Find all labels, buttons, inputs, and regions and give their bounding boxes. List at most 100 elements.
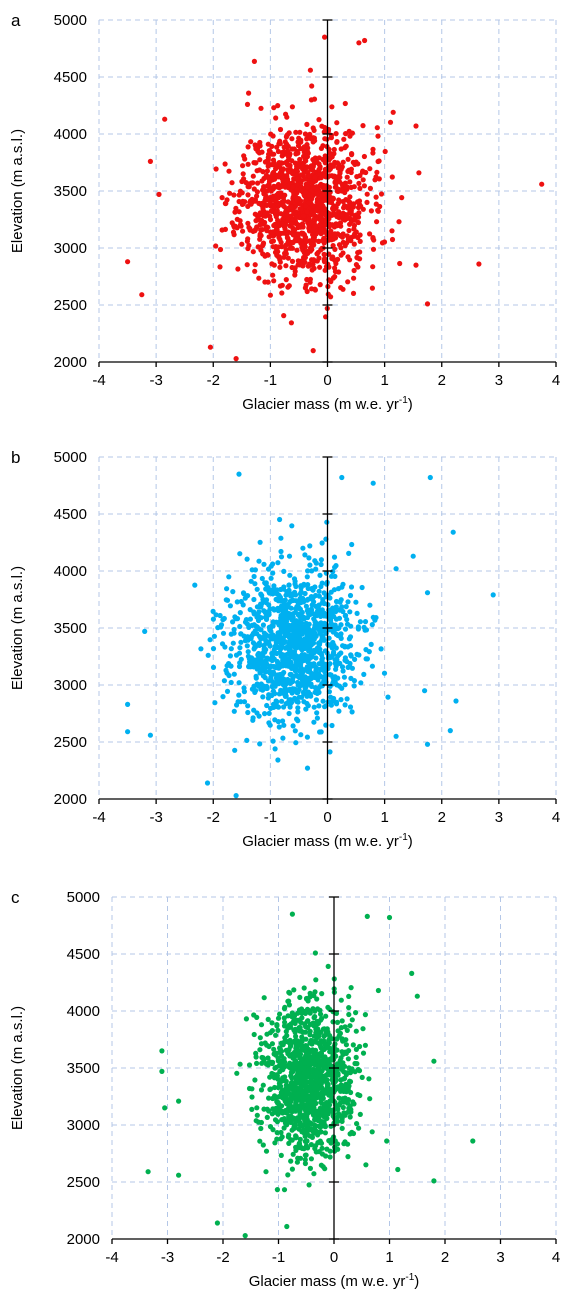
data-point	[316, 649, 322, 656]
data-point	[285, 158, 291, 164]
data-point	[286, 553, 293, 559]
data-point	[306, 216, 312, 222]
data-point	[332, 246, 338, 252]
data-point	[260, 1055, 266, 1061]
data-point	[319, 1151, 325, 1157]
data-point	[253, 688, 259, 694]
data-point	[237, 645, 243, 651]
data-point	[277, 632, 283, 639]
data-point	[250, 715, 256, 721]
data-point	[250, 180, 256, 186]
data-point	[311, 993, 317, 999]
data-point	[303, 1111, 309, 1117]
data-point	[348, 985, 354, 991]
x-axis-title: Glacier mass (m w.e. yr-1)	[242, 832, 413, 850]
data-point	[278, 1090, 284, 1096]
data-point	[278, 554, 285, 560]
data-point	[251, 1031, 257, 1038]
data-point	[247, 616, 253, 622]
data-point	[362, 1012, 368, 1018]
data-point	[319, 1068, 325, 1074]
data-point	[307, 279, 313, 285]
data-point	[310, 1093, 317, 1099]
data-point	[307, 1032, 313, 1038]
data-point	[292, 1018, 298, 1024]
data-point	[314, 715, 320, 721]
data-point	[359, 584, 365, 591]
data-point	[397, 260, 403, 267]
data-point	[270, 570, 276, 576]
data-point	[268, 186, 274, 192]
data-point	[338, 650, 344, 656]
data-point	[311, 1171, 317, 1177]
data-point	[294, 673, 301, 679]
data-point	[264, 168, 270, 174]
data-point	[302, 1157, 308, 1163]
data-point-outlier	[176, 1098, 182, 1104]
data-point	[281, 254, 287, 260]
data-point	[354, 651, 360, 658]
data-point	[332, 274, 338, 280]
data-point	[269, 1028, 275, 1034]
data-point	[367, 231, 373, 237]
data-point	[245, 637, 251, 643]
data-point	[325, 699, 331, 705]
data-point	[296, 159, 303, 166]
data-point	[269, 1020, 275, 1026]
data-point	[293, 129, 299, 135]
x-tick-label: 0	[323, 372, 331, 389]
data-point	[280, 735, 286, 741]
data-point	[258, 681, 264, 687]
data-point	[259, 1060, 265, 1066]
data-point	[241, 699, 248, 705]
data-point	[294, 247, 300, 253]
data-point	[210, 608, 216, 615]
data-point	[308, 641, 314, 647]
data-point	[272, 746, 278, 752]
data-point	[319, 238, 326, 244]
y-axis-title: Elevation (m a.s.l.)	[9, 1006, 26, 1130]
data-point	[258, 105, 264, 111]
data-point	[304, 142, 310, 148]
data-point-outlier	[236, 471, 242, 477]
data-point-outlier	[390, 109, 396, 115]
data-point	[288, 1158, 294, 1164]
data-point	[221, 678, 227, 684]
data-point	[243, 1016, 249, 1022]
data-point	[335, 165, 341, 171]
data-point	[305, 582, 311, 588]
data-point	[241, 685, 247, 691]
data-point	[293, 598, 299, 604]
data-point	[268, 575, 274, 581]
data-point	[328, 212, 334, 218]
data-point	[363, 647, 369, 653]
data-point	[315, 238, 322, 244]
data-point	[282, 685, 288, 691]
data-point	[259, 149, 265, 155]
data-points	[145, 911, 476, 1239]
data-point	[276, 724, 282, 730]
data-point	[295, 705, 301, 711]
data-point	[256, 558, 262, 564]
data-point	[318, 1140, 325, 1146]
data-point	[357, 232, 363, 238]
data-point	[236, 680, 242, 686]
data-point	[328, 237, 335, 243]
data-point	[248, 201, 254, 207]
data-point	[290, 240, 296, 246]
data-point	[303, 189, 309, 195]
data-point	[244, 556, 250, 562]
data-point	[257, 1138, 263, 1144]
data-point	[284, 215, 290, 222]
data-point	[322, 1042, 328, 1048]
data-point-outlier	[176, 1172, 182, 1178]
data-point	[311, 650, 317, 656]
data-point	[254, 681, 260, 687]
data-point	[274, 144, 280, 150]
data-point	[282, 1098, 288, 1104]
data-point	[264, 1114, 270, 1120]
data-point	[316, 588, 322, 594]
data-point	[330, 651, 336, 657]
data-point	[280, 166, 286, 172]
data-point	[329, 1137, 335, 1143]
